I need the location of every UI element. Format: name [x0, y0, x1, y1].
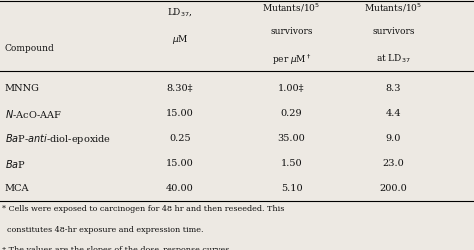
Text: Mutants/10$^5$: Mutants/10$^5$ — [365, 1, 422, 14]
Text: $Ba$P: $Ba$P — [5, 158, 26, 170]
Text: 35.00: 35.00 — [278, 134, 305, 143]
Text: $\mu$M: $\mu$M — [172, 32, 189, 46]
Text: * Cells were exposed to carcinogen for 48 hr and then reseeded. This: * Cells were exposed to carcinogen for 4… — [2, 205, 285, 213]
Text: 15.00: 15.00 — [166, 109, 194, 118]
Text: 23.0: 23.0 — [383, 159, 404, 168]
Text: at LD$_{37}$: at LD$_{37}$ — [376, 52, 411, 65]
Text: constitutes 48-hr exposure and expression time.: constitutes 48-hr exposure and expressio… — [2, 226, 204, 234]
Text: 200.0: 200.0 — [380, 184, 407, 193]
Text: 8.3: 8.3 — [386, 84, 401, 93]
Text: $Ba$P-$anti$-diol-epoxide: $Ba$P-$anti$-diol-epoxide — [5, 132, 111, 146]
Text: Mutants/10$^5$: Mutants/10$^5$ — [263, 1, 320, 14]
Text: MNNG: MNNG — [5, 84, 40, 93]
Text: 4.4: 4.4 — [386, 109, 401, 118]
Text: 9.0: 9.0 — [386, 134, 401, 143]
Text: Compound: Compound — [5, 44, 55, 53]
Text: survivors: survivors — [270, 27, 313, 36]
Text: LD$_{37}$,: LD$_{37}$, — [167, 6, 193, 18]
Text: per $\mu$M$^\dagger$: per $\mu$M$^\dagger$ — [272, 52, 311, 67]
Text: MCA: MCA — [5, 184, 29, 193]
Text: † The values are the slopes of the dose–response curves.: † The values are the slopes of the dose–… — [2, 246, 232, 250]
Text: 15.00: 15.00 — [166, 159, 194, 168]
Text: $N$-AcO-AAF: $N$-AcO-AAF — [5, 108, 62, 120]
Text: 0.25: 0.25 — [169, 134, 191, 143]
Text: 1.50: 1.50 — [281, 159, 302, 168]
Text: 8.30‡: 8.30‡ — [167, 84, 193, 93]
Text: survivors: survivors — [372, 27, 415, 36]
Text: 5.10: 5.10 — [281, 184, 302, 193]
Text: 0.29: 0.29 — [281, 109, 302, 118]
Text: 1.00‡: 1.00‡ — [278, 84, 305, 93]
Text: 40.00: 40.00 — [166, 184, 194, 193]
